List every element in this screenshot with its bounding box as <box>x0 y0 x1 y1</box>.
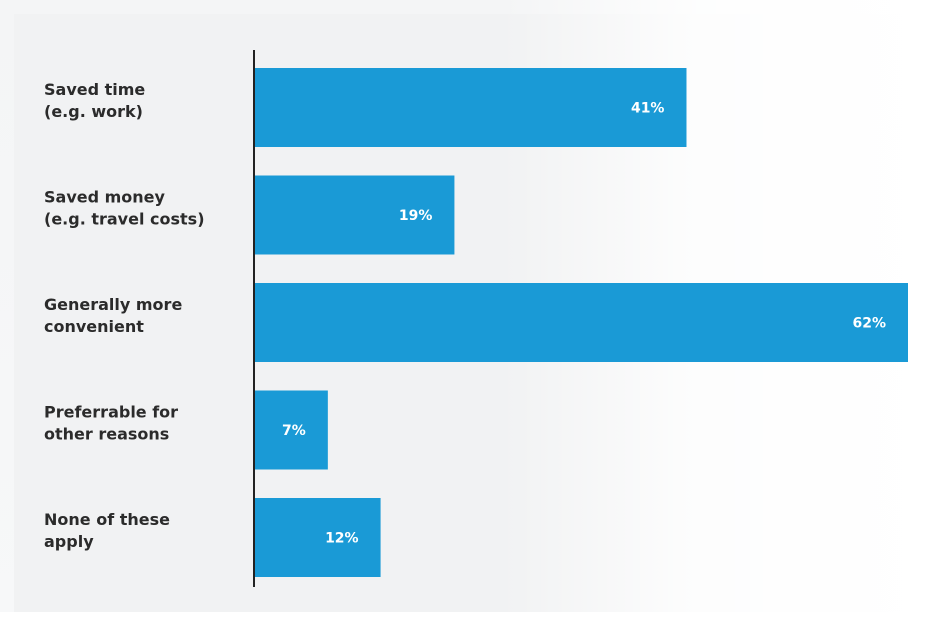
bar-1 <box>254 68 687 147</box>
bar-value-label-3: 62% <box>852 316 886 332</box>
category-label-line: apply <box>44 532 94 551</box>
category-label-5: None of these apply <box>44 510 170 551</box>
category-label-line: (e.g. work) <box>44 102 143 121</box>
category-label-3: Generally more convenient <box>44 295 182 336</box>
bar-5 <box>254 498 381 577</box>
category-label-line: None of these <box>44 510 170 529</box>
category-label-1: Saved time (e.g. work) <box>44 80 145 121</box>
bar-value-label-1: 41% <box>631 101 665 117</box>
category-label-line: Generally more <box>44 295 182 314</box>
chart-bottom-strip <box>0 612 935 630</box>
bars-group: 41% 19% 62% 7% 12% <box>254 68 908 577</box>
bar-value-label-4: 7% <box>282 423 306 439</box>
category-label-line: Saved money <box>44 188 166 207</box>
category-label-line: Preferrable for <box>44 403 178 422</box>
category-label-line: Saved time <box>44 80 145 99</box>
bar-value-label-2: 19% <box>399 208 433 224</box>
category-label-line: convenient <box>44 317 144 336</box>
bar-4 <box>254 390 328 470</box>
category-label-line: (e.g. travel costs) <box>44 210 205 229</box>
category-labels-group: Saved time (e.g. work) Saved money (e.g. tr… <box>44 80 205 551</box>
category-label-4: Preferrable for other reasons <box>44 403 178 444</box>
bar-3 <box>254 283 908 362</box>
bar-value-label-5: 12% <box>325 531 359 547</box>
bar-2 <box>254 175 455 255</box>
category-label-line: other reasons <box>44 425 169 444</box>
category-label-2: Saved money (e.g. travel costs) <box>44 188 205 229</box>
